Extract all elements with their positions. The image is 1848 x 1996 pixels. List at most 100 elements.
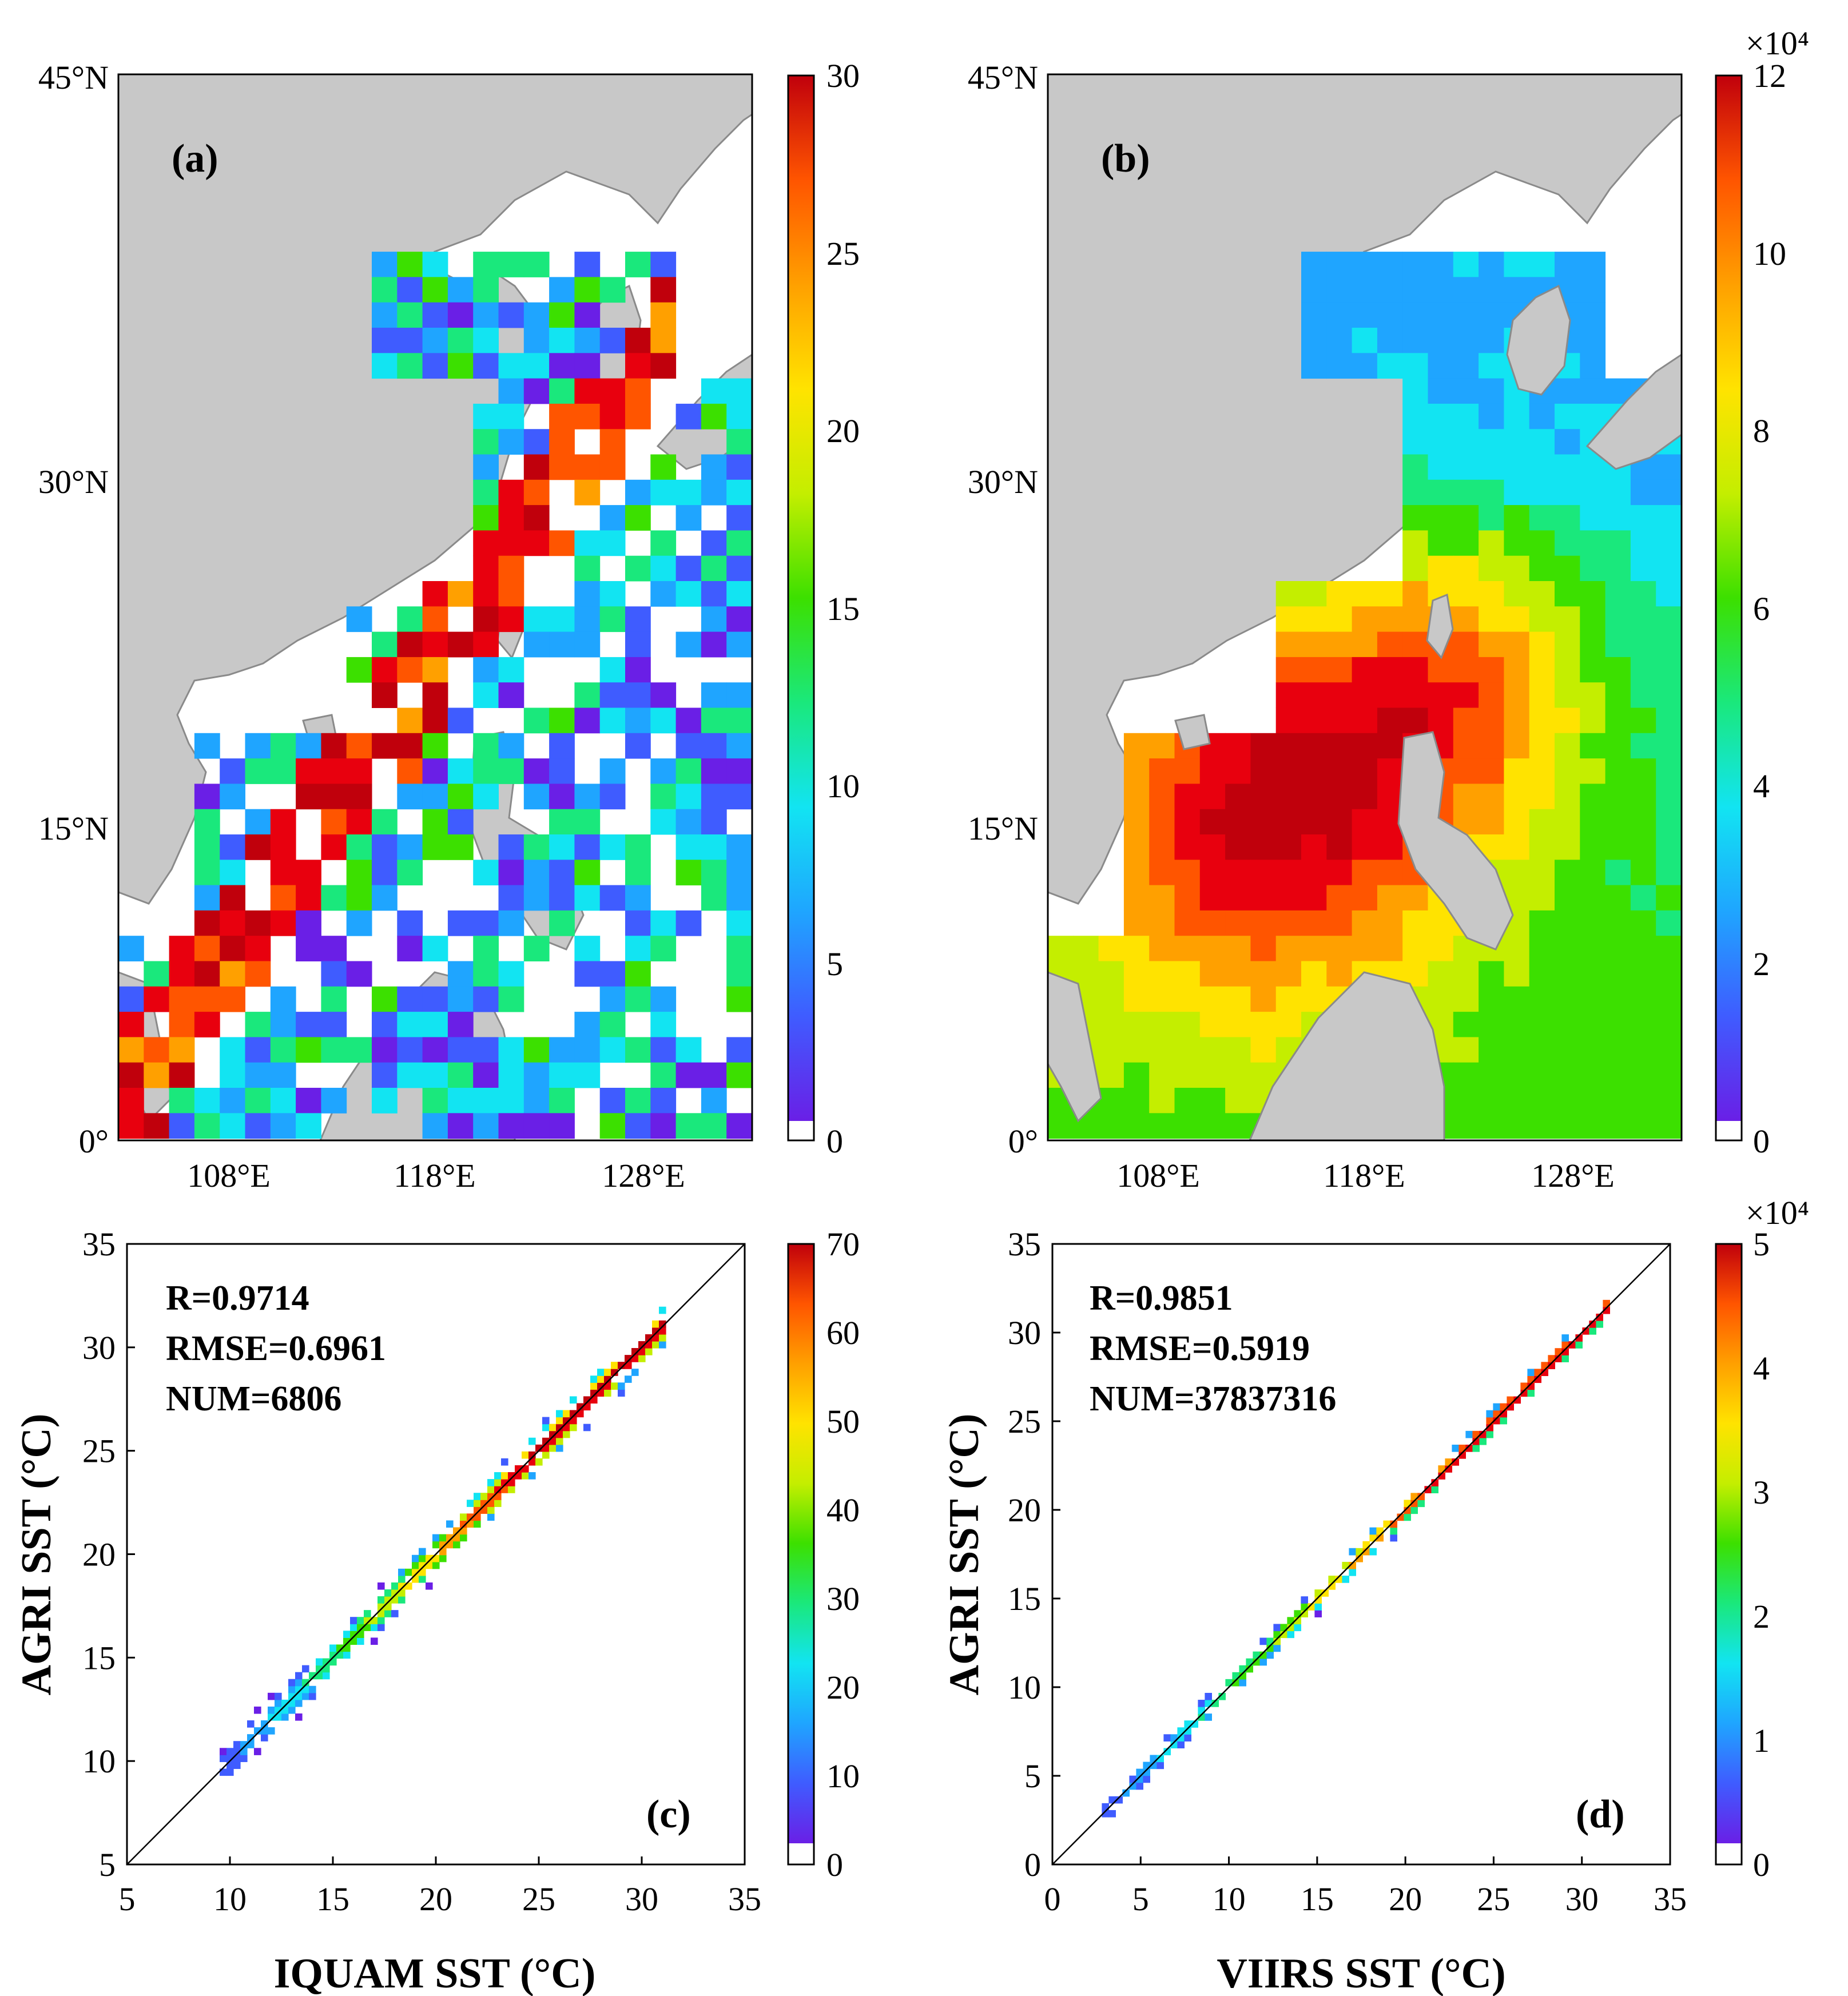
density-cell bbox=[439, 1554, 447, 1562]
map-cell bbox=[1149, 1088, 1175, 1114]
colorbar-a bbox=[788, 75, 814, 1121]
map-cell bbox=[1250, 733, 1277, 759]
map-cell bbox=[523, 834, 550, 860]
panel-a-label: (a) bbox=[172, 137, 218, 181]
map-cell bbox=[1428, 657, 1454, 683]
map-cell bbox=[675, 860, 702, 886]
density-cell bbox=[419, 1575, 426, 1583]
map-cell bbox=[1479, 530, 1504, 556]
density-cell bbox=[453, 1527, 460, 1535]
map-cell bbox=[1174, 1113, 1201, 1139]
map-cell bbox=[1301, 707, 1327, 734]
density-cell bbox=[494, 1486, 502, 1493]
map-cell bbox=[599, 403, 626, 430]
map-cell bbox=[473, 910, 499, 936]
map-cell bbox=[1326, 328, 1353, 353]
map-cell bbox=[650, 784, 677, 810]
density-cell bbox=[1273, 1644, 1281, 1652]
map-cell bbox=[1605, 1062, 1631, 1088]
density-cell bbox=[1410, 1500, 1418, 1508]
map-a-xtick-118e: 118°E bbox=[394, 1157, 475, 1194]
map-cell bbox=[726, 986, 752, 1012]
map-cell bbox=[1453, 657, 1479, 683]
map-cell bbox=[194, 809, 220, 835]
map-cell bbox=[726, 834, 752, 860]
map-cell bbox=[1174, 1012, 1201, 1037]
map-cell bbox=[1073, 936, 1099, 961]
map-cell bbox=[321, 834, 347, 860]
map-cell bbox=[372, 885, 398, 911]
map-cell bbox=[549, 631, 575, 658]
scatter-c-rmse: RMSE=0.6961 bbox=[166, 1329, 386, 1368]
map-cell bbox=[1630, 707, 1656, 734]
density-cell bbox=[645, 1348, 653, 1355]
density-cell bbox=[508, 1486, 515, 1493]
density-cell bbox=[1232, 1679, 1239, 1687]
density-cell bbox=[563, 1417, 570, 1425]
density-cell bbox=[419, 1561, 426, 1569]
map-cell bbox=[1199, 1113, 1226, 1139]
map-cell bbox=[1504, 733, 1530, 759]
density-cell bbox=[226, 1768, 234, 1776]
density-cell bbox=[426, 1582, 433, 1590]
map-cell bbox=[1428, 378, 1454, 404]
density-cell bbox=[1527, 1382, 1535, 1390]
map-cell bbox=[599, 1012, 626, 1037]
colorbar-c-tick: 10 bbox=[826, 1758, 860, 1795]
density-cell bbox=[528, 1437, 536, 1445]
density-cell bbox=[364, 1610, 371, 1617]
colorbar-c-zero bbox=[788, 1843, 814, 1864]
map-cell bbox=[1453, 631, 1479, 658]
map-cell bbox=[1479, 479, 1504, 506]
map-cell bbox=[422, 328, 448, 353]
map-cell bbox=[1453, 530, 1479, 556]
map-cell bbox=[726, 1062, 752, 1088]
map-cell bbox=[1174, 784, 1201, 810]
density-cell bbox=[1184, 1727, 1191, 1735]
colorbar-c-tick: 60 bbox=[826, 1314, 860, 1351]
map-cell bbox=[1555, 936, 1580, 961]
map-cell bbox=[1301, 252, 1327, 277]
density-cell bbox=[528, 1451, 536, 1459]
map-cell bbox=[1225, 910, 1251, 936]
density-cell bbox=[1314, 1596, 1322, 1604]
map-cell bbox=[599, 530, 626, 556]
density-cell bbox=[329, 1651, 337, 1659]
map-cell bbox=[1123, 758, 1150, 784]
map-cell bbox=[625, 353, 651, 379]
map-cell bbox=[1199, 834, 1226, 860]
map-cell bbox=[1479, 378, 1504, 404]
map-cell bbox=[523, 707, 550, 734]
map-cell bbox=[726, 961, 752, 987]
map-cell bbox=[1377, 784, 1403, 810]
map-cell bbox=[1301, 961, 1327, 987]
map-cell bbox=[625, 378, 651, 404]
density-cell bbox=[1143, 1768, 1150, 1776]
map-cell bbox=[1377, 834, 1403, 860]
map-cell bbox=[422, 834, 448, 860]
map-cell bbox=[220, 910, 245, 936]
map-cell bbox=[1479, 454, 1504, 480]
map-cell bbox=[346, 834, 372, 860]
map-cell bbox=[498, 429, 524, 455]
map-cell bbox=[194, 986, 220, 1012]
map-cell bbox=[650, 1113, 677, 1139]
density-cell bbox=[371, 1624, 378, 1631]
map-cell bbox=[523, 936, 550, 961]
map-cell bbox=[1605, 986, 1631, 1012]
map-cell bbox=[1123, 961, 1150, 987]
density-cell bbox=[570, 1396, 577, 1404]
map-cell bbox=[1123, 1012, 1150, 1037]
map-cell bbox=[1326, 733, 1353, 759]
map-cell bbox=[1377, 758, 1403, 784]
map-cell bbox=[574, 885, 601, 911]
map-cell bbox=[473, 252, 499, 277]
map-cell bbox=[270, 885, 296, 911]
map-cell bbox=[650, 581, 677, 607]
map-cell bbox=[1555, 758, 1580, 784]
scatter-c-xtick: 25 bbox=[522, 1880, 555, 1918]
density-cell bbox=[268, 1706, 275, 1714]
map-cell bbox=[1301, 631, 1327, 658]
density-cell bbox=[556, 1417, 563, 1425]
